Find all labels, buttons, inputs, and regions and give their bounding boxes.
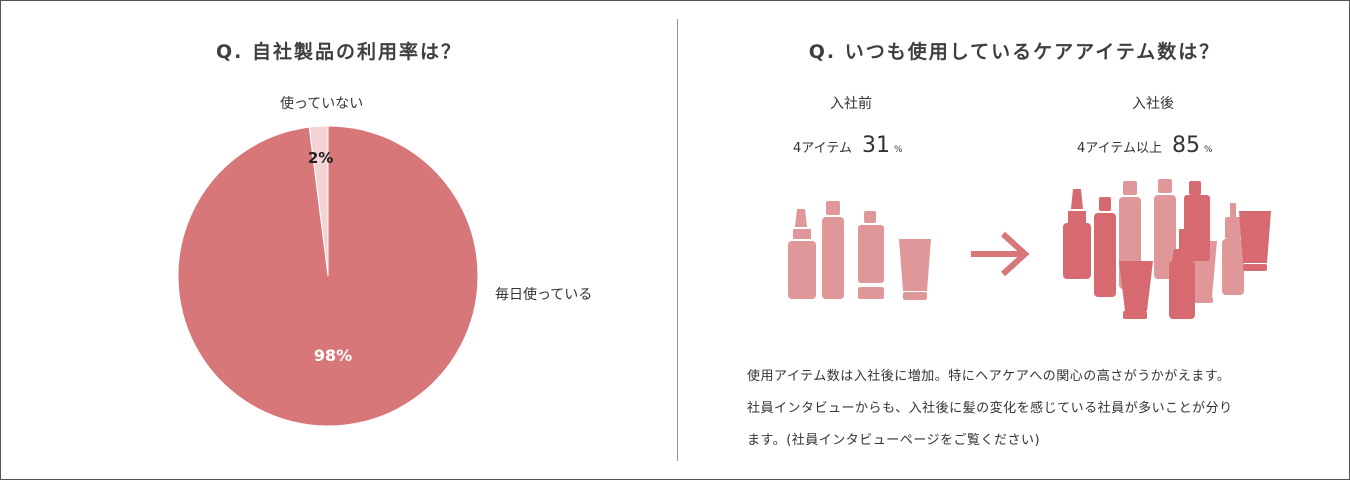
pie-value-label-not-using: 2% xyxy=(308,149,333,167)
caption: 使用アイテム数は入社後に増加。特にヘアケアへの関心の高さがうかがえます。 社員イ… xyxy=(747,361,1307,457)
pie-chart-title: Q. 自社製品の利用率は？ xyxy=(216,41,462,63)
caption-line: 社員インタビューからも、入社後に髪の変化を感じている社員が多いことが分り xyxy=(747,401,1233,416)
cosmetic-bottles-many-icon xyxy=(1063,179,1271,319)
pie-label-daily-use: 毎日使っている xyxy=(495,287,593,303)
caption-line: 使用アイテム数は入社後に増加。特にヘアケアへの関心の高さがうかがえます。 xyxy=(747,369,1231,384)
pie-value-label-daily-use: 98% xyxy=(314,346,352,365)
panel-divider xyxy=(677,19,678,461)
caption-line: ます。(社員インタビューページをご覧ください) xyxy=(747,433,1041,448)
before-heading: 入社前 xyxy=(830,96,872,112)
after-percent-value: 85 xyxy=(1171,133,1200,158)
pie-chart: 2% 98% xyxy=(177,125,479,427)
after-item-label: 4アイテム以上 xyxy=(1077,141,1162,156)
after-heading: 入社後 xyxy=(1132,96,1174,112)
before-item-label: 4アイテム xyxy=(793,141,852,156)
arrow-right-icon xyxy=(971,231,1030,277)
after-stat: 4アイテム以上 85% xyxy=(1077,133,1213,158)
pie-label-not-using: 使っていない xyxy=(280,96,364,112)
after-percent-unit: % xyxy=(1203,145,1213,155)
item-count-title: Q. いつも使用しているケアアイテム数は？ xyxy=(808,41,1221,63)
before-stat: 4アイテム 31% xyxy=(793,133,903,158)
before-percent-unit: % xyxy=(893,145,903,155)
before-percent-value: 31 xyxy=(861,133,890,158)
cosmetic-bottles-few-icon xyxy=(788,201,931,300)
pie-slice-daily-use xyxy=(177,125,479,427)
